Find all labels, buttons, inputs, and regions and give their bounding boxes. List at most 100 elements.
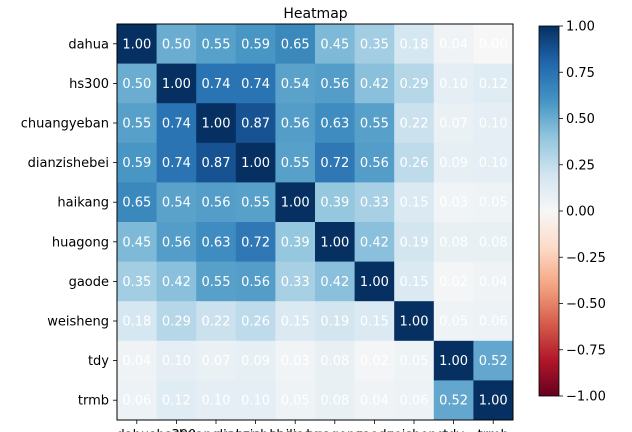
cell-value-label: 0.55 — [122, 117, 151, 132]
cell-value-label: 0.56 — [202, 196, 231, 211]
cell-value-label: 0.63 — [320, 117, 349, 132]
heatmap-cell — [235, 182, 276, 223]
x-tick-label: dianzishebei — [215, 428, 296, 432]
cell-value-label: 0.22 — [400, 117, 429, 132]
cell-value-label: 0.65 — [122, 196, 151, 211]
cell-value-label: 0.56 — [162, 235, 191, 250]
x-tick-label: weisheng — [383, 428, 445, 432]
cell-value-label: 0.02 — [439, 275, 468, 290]
cell-value-label: 0.03 — [439, 196, 468, 211]
cell-value-label: 0.65 — [281, 37, 310, 52]
colorbar-tick-label: −0.25 — [566, 251, 606, 266]
heatmap-cell — [275, 340, 316, 381]
cell-value-label: 0.08 — [479, 235, 508, 250]
heatmap-cell — [196, 24, 237, 64]
heatmap-cell — [275, 142, 316, 183]
heatmap-cell — [354, 340, 395, 381]
y-tick-label: chuangyeban — [21, 117, 109, 132]
colorbar-tick-label: −1.00 — [566, 390, 606, 405]
heatmap-cell — [315, 24, 355, 64]
heatmap-cell — [354, 261, 395, 302]
cell-value-label: 0.29 — [162, 315, 191, 330]
cell-value-label: 0.42 — [360, 77, 389, 92]
heatmap-cell — [315, 301, 355, 342]
cell-value-label: 0.26 — [400, 156, 429, 171]
cell-value-label: 0.09 — [439, 156, 468, 171]
heatmap-cell — [117, 261, 157, 302]
colorbar-tick-label: 0.25 — [566, 158, 595, 173]
y-tick-label: haikang — [57, 196, 109, 211]
cell-value-label: 0.56 — [360, 156, 389, 171]
heatmap-cell — [117, 63, 157, 104]
colorbar-tick-label: −0.75 — [566, 343, 606, 358]
heatmap-cell — [235, 63, 276, 104]
cell-value-label: 0.04 — [479, 275, 508, 290]
cell-value-label: 0.42 — [162, 275, 191, 290]
x-tick-label: hs300 — [156, 428, 196, 432]
colorbar-tick-label: −0.50 — [566, 297, 606, 312]
heatmap-cell — [433, 63, 474, 104]
cell-value-label: 0.08 — [320, 354, 349, 369]
heatmap-cell — [156, 63, 197, 104]
cell-value-label: 0.39 — [320, 196, 349, 211]
cell-value-label: 0.07 — [202, 354, 231, 369]
cell-value-label: 0.55 — [360, 117, 389, 132]
cell-value-label: 1.00 — [439, 354, 468, 369]
heatmap-cell — [394, 222, 435, 262]
chart-title: Heatmap — [283, 6, 347, 22]
heatmap-cell — [394, 24, 435, 64]
colorbar-gradient — [539, 26, 559, 396]
cell-value-label: 0.42 — [320, 275, 349, 290]
cell-value-label: 0.55 — [202, 275, 231, 290]
y-tick-label: huagong — [52, 235, 109, 250]
heatmap-cell — [354, 182, 395, 223]
heatmap-cell — [394, 63, 435, 104]
cell-value-label: 1.00 — [320, 235, 349, 250]
cell-value-label: 0.59 — [241, 37, 270, 52]
cell-value-label: 0.00 — [479, 37, 508, 52]
cell-value-label: 0.42 — [360, 235, 389, 250]
x-tick-label: trmb — [478, 428, 509, 432]
cell-value-label: 0.35 — [122, 275, 151, 290]
cell-value-label: 0.52 — [479, 354, 508, 369]
cell-value-label: 0.52 — [439, 394, 468, 409]
heatmap-cell — [315, 261, 355, 302]
cell-value-label: 0.08 — [320, 394, 349, 409]
cell-value-label: 0.35 — [360, 37, 389, 52]
heatmap-cell — [275, 24, 316, 64]
heatmap-cell — [117, 380, 157, 421]
cell-value-label: 0.87 — [241, 117, 270, 132]
colorbar-tick-label: 0.50 — [566, 112, 595, 127]
cell-value-label: 0.56 — [241, 275, 270, 290]
cell-value-label: 0.12 — [162, 394, 191, 409]
x-axis: dahuahs300chuangyebandianzishebeihaikang… — [116, 420, 509, 432]
heatmap-cell — [156, 142, 197, 183]
heatmap-cell — [275, 301, 316, 342]
heatmap-cell — [275, 103, 316, 144]
heatmap-cell — [156, 103, 197, 144]
heatmap-cell — [354, 24, 395, 64]
x-tick-label: haikang — [269, 428, 321, 432]
cell-value-label: 0.10 — [241, 394, 270, 409]
heatmap-cell — [315, 103, 355, 144]
heatmap-cell — [473, 103, 514, 144]
heatmap-cell — [196, 261, 237, 302]
heatmap-cell — [275, 222, 316, 262]
heatmap-cell — [433, 301, 474, 342]
heatmap-cell — [117, 142, 157, 183]
heatmap-cell — [473, 222, 514, 262]
heatmap-cell — [235, 261, 276, 302]
heatmap-cell — [275, 261, 316, 302]
y-tick-label: hs300 — [69, 77, 109, 92]
heatmap-cell — [354, 63, 395, 104]
cell-value-label: 1.00 — [202, 117, 231, 132]
cell-value-label: 0.15 — [400, 196, 429, 211]
heatmap-cell — [235, 103, 276, 144]
cell-value-label: 0.15 — [400, 275, 429, 290]
x-tick-label: huagong — [306, 428, 363, 432]
cell-value-label: 0.10 — [162, 354, 191, 369]
heatmap-cell — [196, 222, 237, 262]
heatmap-cell — [156, 380, 197, 421]
cell-value-label: 0.18 — [400, 37, 429, 52]
heatmap-cell — [156, 24, 197, 64]
